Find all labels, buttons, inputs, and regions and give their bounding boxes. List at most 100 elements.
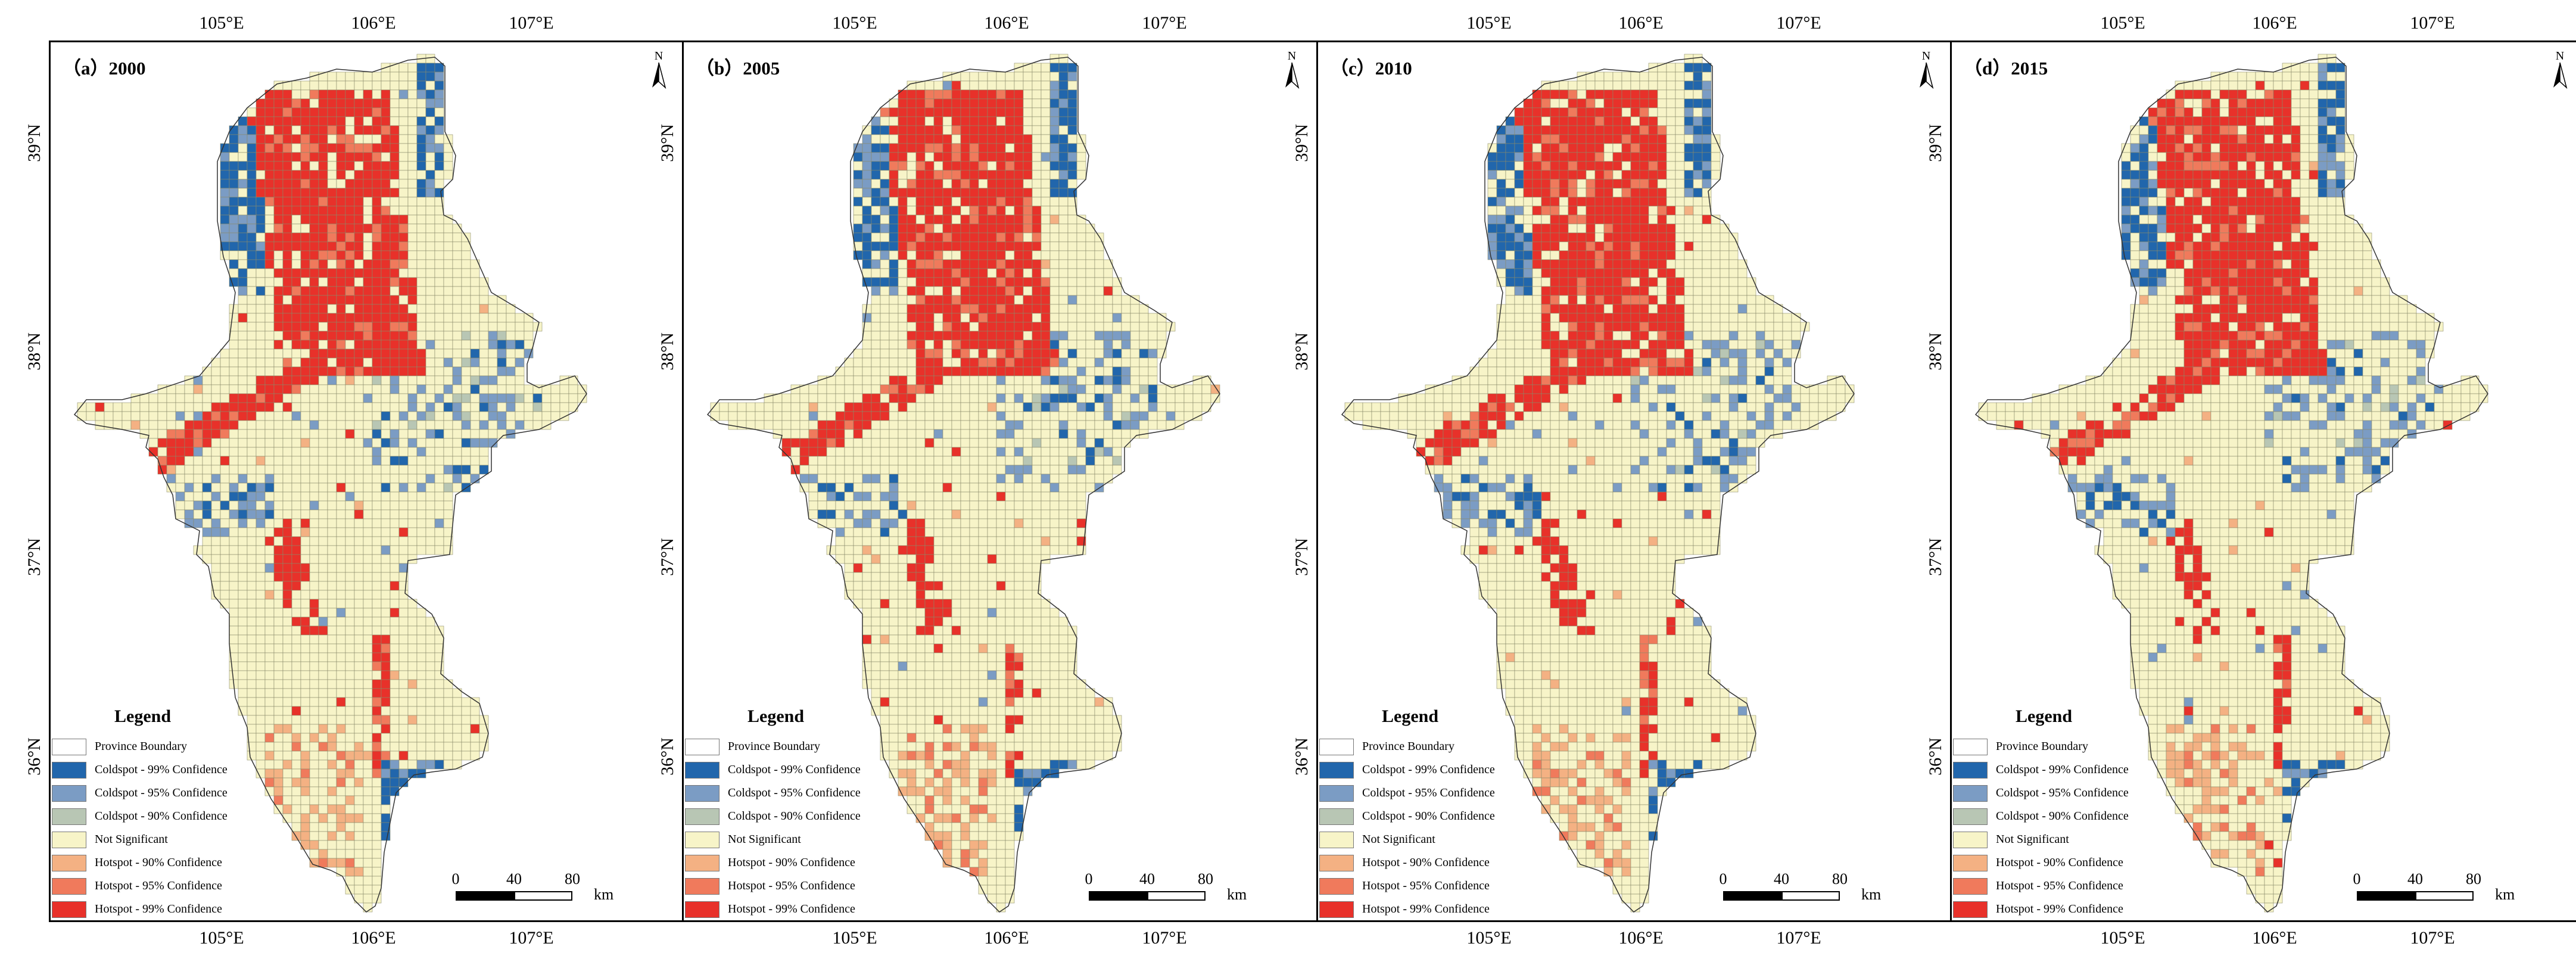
grid-cell: [407, 357, 418, 368]
grid-cell: [363, 652, 373, 662]
grid-cell: [354, 652, 364, 662]
grid-cell: [291, 420, 301, 430]
grid-cell: [184, 500, 194, 510]
grid-cell: [960, 143, 970, 153]
grid-cell: [987, 465, 997, 475]
grid-cell: [835, 465, 845, 475]
grid-cell: [390, 71, 400, 82]
grid-cell: [363, 679, 373, 689]
grid-cell: [390, 429, 400, 439]
grid-cell: [1085, 375, 1095, 385]
grid-cell: [247, 599, 257, 609]
grid-cell: [318, 411, 328, 421]
grid-cell: [238, 688, 248, 698]
grid-cell: [987, 840, 997, 850]
grid-cell: [363, 411, 373, 421]
grid-cell: [416, 313, 426, 323]
grid-cell: [220, 250, 230, 260]
grid-cell: [933, 375, 943, 385]
grid-cell: [951, 491, 961, 502]
grid-cell: [942, 197, 952, 207]
grid-cell: [390, 456, 400, 466]
grid-cell: [835, 375, 845, 385]
grid-cell: [273, 322, 284, 332]
grid-cell: [889, 643, 899, 653]
grid-cell: [282, 500, 292, 510]
grid-cell: [996, 474, 1006, 484]
grid-cell: [978, 71, 988, 82]
grid-cell: [978, 393, 988, 403]
grid-cell: [300, 250, 310, 260]
grid-cell: [541, 411, 552, 421]
grid-cell: [390, 134, 400, 144]
grid-cell: [309, 527, 319, 537]
grid-cell: [336, 375, 346, 385]
grid-cell: [951, 581, 961, 591]
grid-cell: [1014, 125, 1024, 135]
grid-cell: [898, 733, 908, 743]
grid-cell: [987, 188, 997, 198]
grid-cell: [372, 858, 382, 868]
grid-cell: [1023, 634, 1033, 645]
grid-cell: [987, 89, 997, 99]
grid-cell: [238, 581, 248, 591]
grid-cell: [1032, 438, 1042, 448]
grid-cell: [273, 634, 284, 645]
grid-cell: [434, 80, 444, 91]
grid-cell: [933, 340, 943, 350]
grid-cell: [898, 304, 908, 314]
grid-cell: [915, 152, 926, 162]
grid-cell: [1058, 482, 1069, 493]
grid-cell: [390, 348, 400, 359]
grid-cell: [381, 715, 391, 725]
grid-cell: [443, 491, 453, 502]
grid-cell: [336, 545, 346, 555]
grid-cell: [1058, 331, 1069, 341]
legend: Legend Province Boundary Coldspot - 99% Co…: [52, 706, 266, 920]
grid-cell: [933, 259, 943, 269]
grid-cell: [434, 89, 444, 99]
grid-cell: [211, 438, 221, 448]
grid-cell: [318, 375, 328, 385]
grid-cell: [220, 206, 230, 216]
grid-cell: [1058, 340, 1069, 350]
grid-cell: [1058, 527, 1069, 537]
grid-cell: [372, 357, 382, 368]
grid-cell: [1005, 393, 1015, 403]
grid-cell: [880, 384, 890, 394]
grid-cell: [915, 286, 926, 296]
grid-cell: [1005, 724, 1015, 734]
grid-cell: [336, 402, 346, 412]
grid-cell: [1032, 697, 1042, 707]
grid-cell: [336, 348, 346, 359]
grid-cell: [862, 482, 872, 493]
grid-cell: [1067, 715, 1077, 725]
grid-cell: [924, 348, 935, 359]
grid-cell: [390, 777, 400, 787]
grid-cell: [336, 197, 346, 207]
grid-cell: [238, 393, 248, 403]
grid-cell: [933, 572, 943, 582]
grid-cell: [942, 465, 952, 475]
grid-cell: [1032, 625, 1042, 636]
grid-cell: [969, 634, 979, 645]
grid-cell: [443, 241, 453, 251]
grid-cell: [1032, 482, 1042, 493]
grid-cell: [407, 134, 418, 144]
grid-cell: [318, 107, 328, 117]
grid-cell: [416, 116, 426, 126]
grid-cell: [497, 357, 507, 368]
grid-cell: [969, 599, 979, 609]
grid-cell: [381, 98, 391, 108]
grid-cell: [1183, 402, 1194, 412]
grid-cell: [327, 706, 337, 716]
grid-cell: [889, 536, 899, 546]
grid-cell: [933, 634, 943, 645]
grid-cell: [790, 393, 800, 403]
grid-cell: [220, 581, 230, 591]
grid-cell: [425, 232, 435, 242]
grid-cell: [381, 491, 391, 502]
grid-cell: [336, 742, 346, 752]
grid-cell: [345, 831, 355, 841]
grid-cell: [1023, 608, 1033, 618]
